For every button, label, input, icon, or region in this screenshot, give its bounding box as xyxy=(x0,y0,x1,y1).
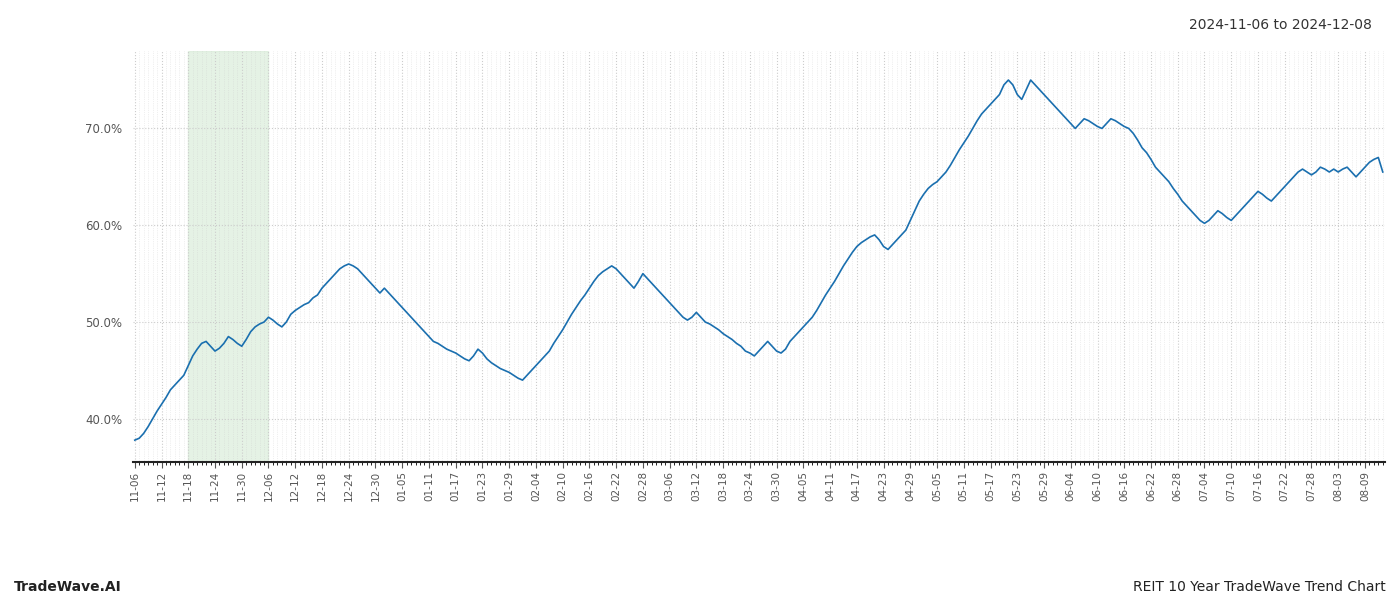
Text: REIT 10 Year TradeWave Trend Chart: REIT 10 Year TradeWave Trend Chart xyxy=(1133,580,1386,594)
Bar xyxy=(188,51,269,463)
Text: 2024-11-06 to 2024-12-08: 2024-11-06 to 2024-12-08 xyxy=(1189,18,1372,32)
Text: TradeWave.AI: TradeWave.AI xyxy=(14,580,122,594)
